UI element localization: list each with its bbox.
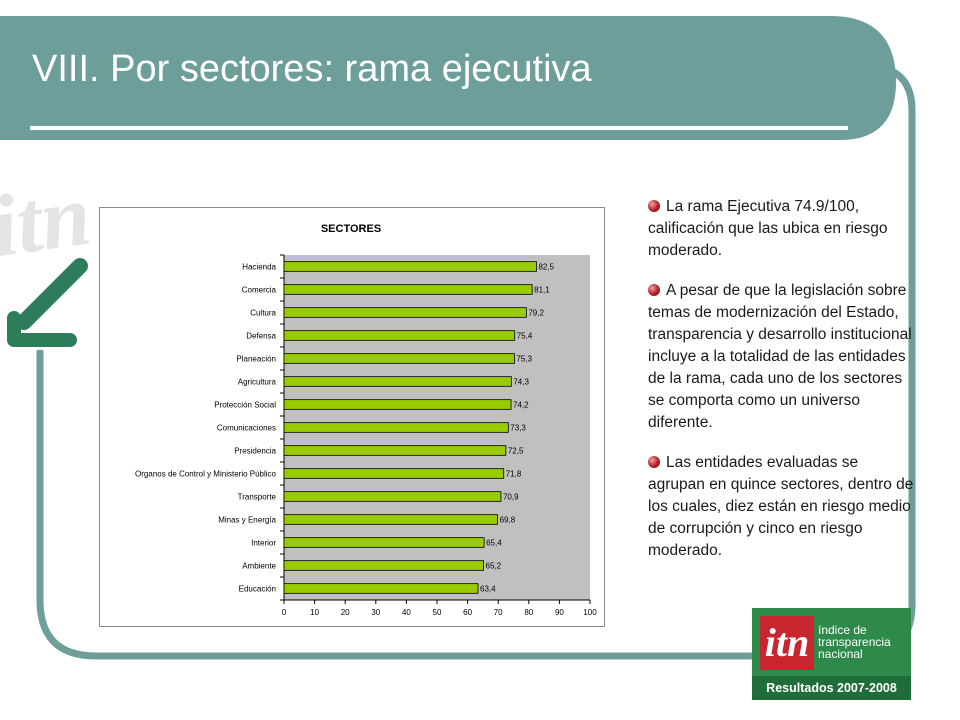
category-label: Educación: [239, 585, 276, 594]
category-label: Hacienda: [242, 263, 276, 272]
itn-watermark: itn: [0, 167, 96, 277]
bar: [283, 261, 537, 272]
data-label: 75,3: [516, 355, 532, 364]
bar: [283, 583, 479, 594]
x-tick-label: 30: [371, 608, 380, 617]
data-label: 65,2: [486, 562, 502, 571]
bullet-text: A pesar de que la legislación sobre tema…: [648, 282, 912, 431]
data-label: 65,4: [486, 539, 502, 548]
x-tick-label: 100: [583, 608, 597, 617]
bullet-list: La rama Ejecutiva 74.9/100, calificación…: [648, 196, 916, 580]
bar: [283, 399, 512, 410]
logo-name: índice de transparencia nacional: [818, 623, 891, 661]
bullet-dot-icon: [648, 200, 660, 212]
data-label: 75,4: [517, 332, 533, 341]
bar: [283, 560, 484, 571]
data-label: 73,3: [510, 424, 526, 433]
x-tick-label: 80: [524, 608, 533, 617]
bullet-text: La rama Ejecutiva 74.9/100, calificación…: [648, 198, 888, 259]
category-label: Minas y Energía: [218, 516, 276, 525]
bar: [283, 422, 509, 433]
category-label: Protección Social: [214, 401, 276, 410]
x-tick-label: 0: [282, 608, 287, 617]
x-tick-label: 50: [433, 608, 442, 617]
category-label: Comunicaciones: [217, 424, 276, 433]
itn-logo: itn índice de transparencia nacional Res…: [752, 608, 911, 700]
category-label: Ambiente: [242, 562, 276, 571]
bar: [283, 376, 512, 387]
bar: [283, 491, 502, 502]
title-bar: [0, 16, 896, 140]
bullet-dot-icon: [648, 456, 660, 468]
bar: [283, 284, 533, 295]
category-label: Transporte: [238, 493, 277, 502]
x-tick-label: 40: [402, 608, 411, 617]
slide-title: VIII. Por sectores: rama ejecutiva: [32, 48, 592, 90]
data-label: 79,2: [528, 309, 544, 318]
category-label: Comercia: [242, 286, 277, 295]
x-tick-label: 10: [310, 608, 319, 617]
data-label: 70,9: [503, 493, 519, 502]
bar: [283, 468, 505, 479]
chart-title: SECTORES: [321, 223, 381, 235]
data-label: 71,8: [506, 470, 522, 479]
category-label: Presidencia: [234, 447, 276, 456]
x-tick-label: 60: [463, 608, 472, 617]
category-label: Organos de Control y Ministerio Público: [135, 470, 277, 479]
bar: [283, 307, 527, 318]
x-tick-label: 20: [341, 608, 350, 617]
category-label: Planeación: [236, 355, 276, 364]
arrow-down-left-icon: [7, 258, 88, 347]
x-tick-label: 70: [494, 608, 503, 617]
logo-mark: itn: [760, 616, 814, 670]
data-label: 74,2: [513, 401, 529, 410]
data-label: 72,5: [508, 447, 524, 456]
bullet-text: Las entidades evaluadas se agrupan en qu…: [648, 454, 914, 559]
data-label: 74,3: [513, 378, 529, 387]
x-tick-label: 90: [555, 608, 564, 617]
bar: [283, 353, 515, 364]
bullet-item: La rama Ejecutiva 74.9/100, calificación…: [648, 196, 916, 262]
bar: [283, 330, 516, 341]
data-label: 82,5: [538, 263, 554, 272]
bullet-item: Las entidades evaluadas se agrupan en qu…: [648, 452, 916, 562]
chart-container: SECTORES 0 10 20 30 40 50 60 70 80 90 100 Hacienda 82…: [99, 207, 605, 627]
bar: [283, 537, 485, 548]
bar: [283, 445, 507, 456]
data-label: 81,1: [534, 286, 550, 295]
category-label: Agricultura: [238, 378, 277, 387]
bullet-dot-icon: [648, 284, 660, 296]
bar-chart: SECTORES 0 10 20 30 40 50 60 70 80 90 100 Hacienda 82…: [135, 223, 597, 617]
logo-footer: Resultados 2007-2008: [752, 676, 911, 700]
category-label: Defensa: [246, 332, 276, 341]
data-label: 69,8: [500, 516, 516, 525]
bar: [283, 514, 498, 525]
bullet-item: A pesar de que la legislación sobre tema…: [648, 280, 916, 434]
category-label: Interior: [251, 539, 276, 548]
category-label: Cultura: [250, 309, 276, 318]
data-label: 63,4: [480, 585, 496, 594]
